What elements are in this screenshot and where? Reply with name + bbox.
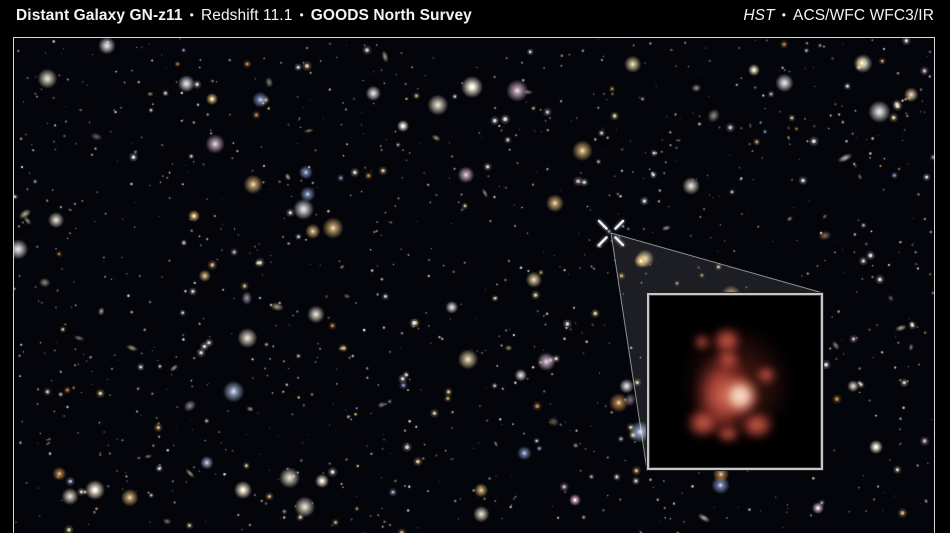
galaxy-clump (715, 425, 741, 443)
bullet-icon: • (299, 8, 304, 22)
galaxy-clump (719, 375, 761, 417)
bullet-icon: • (781, 8, 786, 22)
survey-name-label: GOODS North Survey (310, 7, 472, 24)
caption-bar: Distant Galaxy GN-z11 • Redshift 11.1 • GOOD… (0, 0, 950, 37)
zoom-inset-box (647, 293, 823, 470)
wedge-edge-upper (610, 232, 824, 294)
gnz11-galaxy-blob (649, 295, 821, 468)
galaxy-name-label: Distant Galaxy GN-z11 (16, 7, 183, 24)
instrument-config-label: ACS/WFC WFC3/IR (793, 7, 934, 24)
caption-right: HST • ACS/WFC WFC3/IR (743, 7, 934, 25)
caption-left: Distant Galaxy GN-z11 • Redshift 11.1 • GOOD… (16, 7, 472, 25)
galaxy-clump (755, 365, 777, 385)
target-marker-icon (596, 218, 626, 248)
redshift-label: Redshift 11.1 (200, 7, 293, 24)
telescope-name-label: HST (743, 7, 775, 24)
starfield-frame (13, 37, 935, 533)
wedge-edge-lower (610, 232, 648, 471)
galaxy-clump (693, 334, 711, 350)
bullet-icon: • (189, 8, 194, 22)
